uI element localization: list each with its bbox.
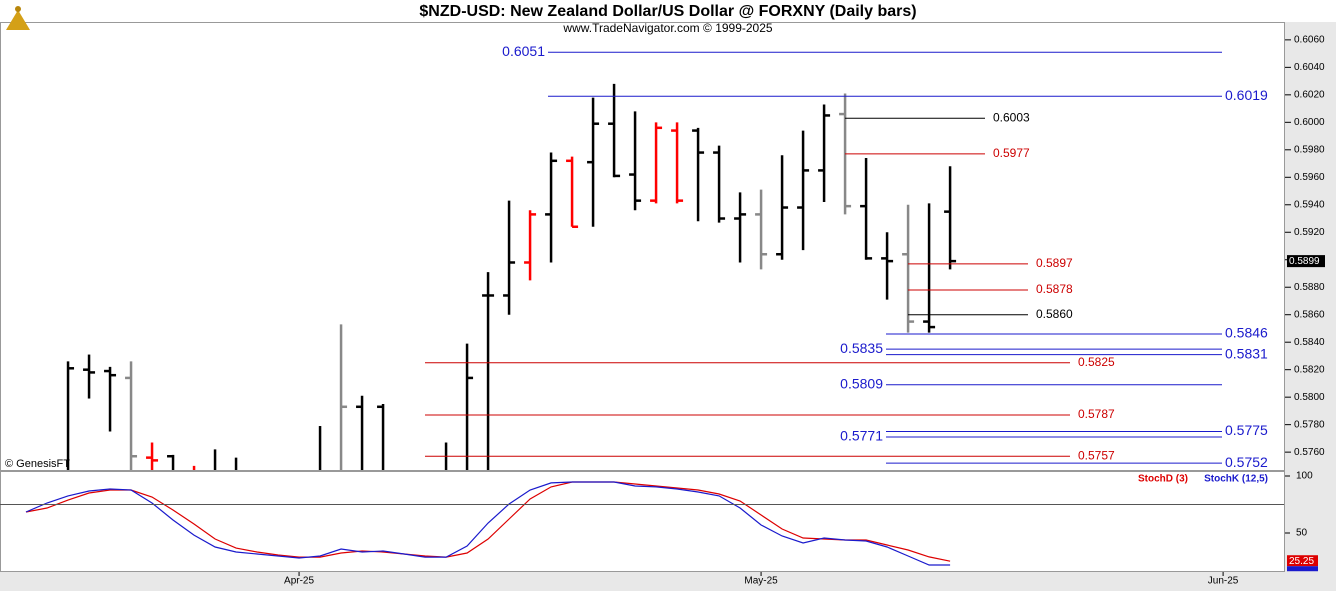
price-panel (0, 22, 1285, 471)
y-tick-label: 0.5760 (1294, 447, 1325, 458)
level-label: 0.5846 (1225, 325, 1268, 341)
level-label: 0.5831 (1225, 345, 1268, 361)
y-tick-label: 0.5780 (1294, 419, 1325, 430)
y-tick-label: 0.5940 (1294, 199, 1325, 210)
level-label: 0.5825 (1078, 355, 1115, 369)
date-axis-background (0, 572, 1336, 591)
y-tick-label: 0.6020 (1294, 89, 1325, 100)
copyright: © GenesisFT (5, 458, 70, 470)
last-price-box (1287, 255, 1325, 268)
legend-entry: StochK (12,5) (1204, 474, 1268, 485)
y-tick-label: 0.5960 (1294, 172, 1325, 183)
y2-tick-label: 100 (1296, 471, 1313, 482)
y2-tick-label: 50 (1296, 528, 1308, 539)
level-label: 0.5757 (1078, 448, 1115, 462)
y-tick-label: 0.6000 (1294, 117, 1325, 128)
y-tick-label: 0.5880 (1294, 282, 1325, 293)
level-label: 0.5878 (1036, 282, 1073, 296)
stoch-value-label: 25.25 (1289, 556, 1314, 567)
y-tick-label: 0.5840 (1294, 337, 1325, 348)
y-tick-label: 0.5920 (1294, 227, 1325, 238)
y-tick-label: 0.5820 (1294, 364, 1325, 375)
y-tick-label: 0.5860 (1294, 309, 1325, 320)
level-label: 0.5771 (840, 428, 883, 444)
stoch-value-box (1287, 566, 1318, 572)
level-label: 0.5809 (840, 376, 883, 392)
level-label: 0.5897 (1036, 256, 1073, 270)
y-tick-label: 0.5800 (1294, 392, 1325, 403)
legend-entry: StochD (3) (1138, 474, 1188, 485)
level-label: 0.5787 (1078, 407, 1115, 421)
level-label: 0.6003 (993, 110, 1030, 124)
level-label: 0.5835 (840, 340, 883, 356)
stoch-line (25, 481, 951, 566)
stoch-panel (0, 471, 1285, 572)
axis-background (1285, 22, 1336, 591)
y-tick-label: 0.6040 (1294, 62, 1325, 73)
stoch-value-box (1287, 555, 1318, 567)
x-tick-label: Apr-25 (284, 576, 314, 587)
chart-title: $NZD-USD: New Zealand Dollar/US Dollar @… (419, 3, 916, 20)
level-label: 0.6019 (1225, 87, 1268, 103)
y-tick-label: 0.6060 (1294, 35, 1325, 46)
stoch-line (25, 481, 951, 562)
last-price-label: 0.5899 (1289, 256, 1320, 267)
price-plot (66, 83, 957, 470)
level-label: 0.5752 (1225, 454, 1268, 470)
chart-subtitle: www.TradeNavigator.com © 1999-2025 (562, 21, 772, 35)
level-label: 0.5775 (1225, 422, 1268, 438)
x-tick-label: May-25 (744, 576, 778, 587)
level-label: 0.5860 (1036, 307, 1073, 321)
x-tick-label: Jun-25 (1208, 576, 1239, 587)
y-tick-label: 0.5980 (1294, 144, 1325, 155)
level-label: 0.6051 (502, 43, 545, 59)
level-label: 0.5977 (993, 146, 1030, 160)
stoch-plot (25, 481, 951, 566)
logo (6, 6, 30, 30)
